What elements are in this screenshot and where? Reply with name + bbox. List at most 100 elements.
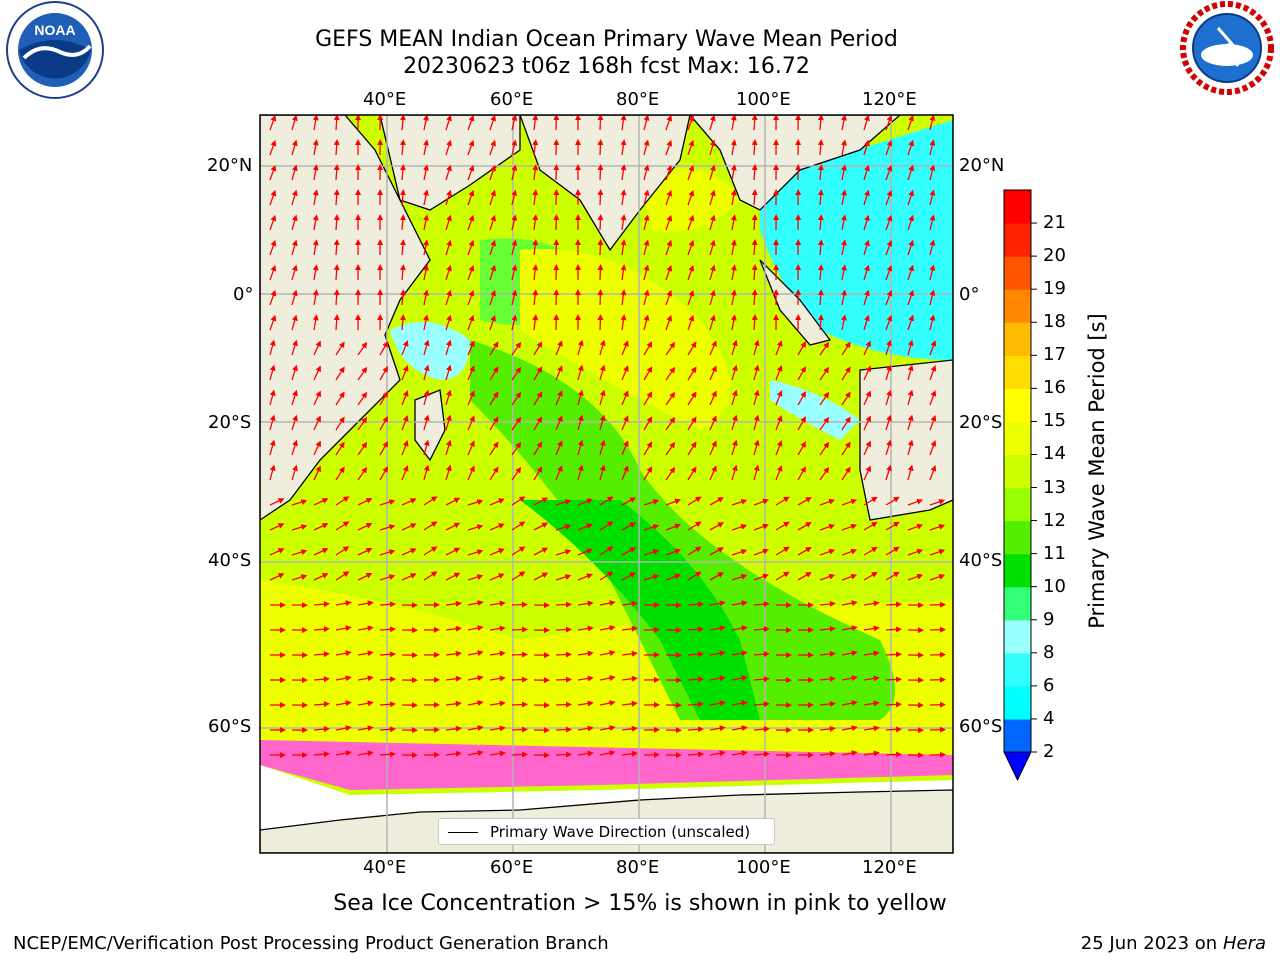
wave-direction-arrow [312,189,319,206]
colorbar-tick-label: 2 [1043,741,1055,762]
wave-direction-arrow [291,264,298,281]
wave-direction-arrow [775,521,790,531]
wave-direction-arrow [313,440,321,456]
wave-direction-arrows [269,115,946,759]
wave-direction-arrow [863,340,871,356]
wave-direction-arrow [885,164,893,181]
wave-direction-arrow [797,366,807,381]
wave-direction-arrow [445,264,452,281]
wave-direction-arrow [379,726,396,733]
wave-direction-arrow [445,522,461,531]
colorbar-segment [1004,322,1031,356]
wave-direction-arrow [312,115,319,131]
wave-direction-arrow [751,314,758,331]
wave-direction-arrow [620,239,627,256]
wave-direction-arrow [401,390,409,406]
wave-direction-arrow [620,164,627,181]
wave-direction-arrow [621,625,638,632]
lon-tick-top: 60°E [490,89,534,110]
wave-direction-arrow [907,115,915,131]
wave-direction-arrow [511,651,528,658]
wave-direction-arrow [665,314,673,331]
wave-direction-arrow [577,364,584,381]
wave-direction-arrow [467,314,475,331]
wave-direction-arrow [291,464,298,481]
wave-direction-arrow [665,366,676,381]
wave-direction-arrow [291,414,298,431]
wave-direction-arrow [885,521,900,531]
wave-direction-arrow [423,115,429,131]
wave-direction-arrow [819,675,836,682]
wave-direction-arrow [357,466,368,481]
wave-direction-arrow [643,189,650,206]
wave-direction-arrow [841,700,858,707]
wave-direction-arrow [313,548,329,556]
wave-direction-arrow [555,415,563,431]
wave-direction-arrow [665,189,673,206]
wave-direction-arrow [555,676,572,683]
wave-direction-arrow [817,139,824,156]
wave-direction-arrow [597,164,604,181]
wave-direction-arrow [841,725,858,732]
wave-direction-arrow [841,366,851,381]
lon-tick-bottom: 120°E [862,857,917,878]
wave-direction-arrow [291,524,308,531]
wave-direction-arrow [357,675,374,682]
wave-direction-arrow [907,498,924,506]
wave-direction-arrow [709,547,724,556]
wave-direction-arrow [577,700,594,707]
colorbar-segment [1004,685,1031,720]
wave-direction-arrow [335,650,352,657]
wave-direction-arrow [399,139,406,156]
wave-direction-arrow [291,389,298,406]
wave-direction-arrow [467,440,475,456]
wave-direction-arrow [621,497,637,506]
wave-direction-arrow [511,701,528,708]
wave-direction-arrow [687,239,695,256]
wave-direction-arrow [819,441,830,456]
wave-direction-arrow [445,289,452,306]
wave-direction-arrow [599,364,606,381]
wave-direction-arrow [665,523,681,531]
wave-direction-arrow [687,264,695,281]
wave-direction-arrow [841,391,851,406]
wave-direction-arrow [467,390,475,406]
wave-direction-arrow [335,391,345,406]
wave-direction-arrow [840,264,847,281]
wave-direction-arrow [489,189,496,206]
wave-direction-arrow [511,314,518,331]
wave-direction-arrow [731,414,738,431]
map-title: GEFS MEAN Indian Ocean Primary Wave Mean… [315,27,898,52]
wave-direction-arrow [643,314,650,331]
colorbar-segment [1004,454,1031,489]
wave-direction-arrow [291,499,308,506]
wave-direction-arrow [841,548,858,556]
wave-direction-arrow [511,115,518,131]
wave-direction-arrow [709,214,716,231]
wave-direction-arrow [687,651,704,658]
wave-direction-arrow [863,496,878,506]
wave-direction-arrow [863,164,870,181]
colorbar-extend-triangle [1003,751,1032,782]
wave-direction-arrow [423,189,429,206]
wave-direction-arrow [423,214,429,231]
wave-direction-arrow [489,341,499,356]
wave-direction-arrow [511,676,528,683]
map-frame [259,114,954,854]
wave-direction-arrow [687,164,695,181]
wave-direction-arrow [643,416,653,431]
wave-direction-arrow [532,289,539,306]
sea-ice-note: Sea Ice Concentration > 15% is shown in … [333,891,947,916]
wave-direction-arrow [731,439,738,456]
wave-direction-arrow [643,164,650,181]
wave-direction-arrow [753,364,760,381]
wave-direction-arrow [687,701,704,708]
wave-direction-arrow [333,189,340,206]
wave-direction-arrow [819,625,836,632]
wave-direction-arrow [863,675,880,682]
wave-direction-arrow [533,572,549,581]
wave-direction-arrow [620,214,627,231]
lat-tick-right: 60°S [959,716,1003,737]
wave-direction-arrow [709,314,716,331]
